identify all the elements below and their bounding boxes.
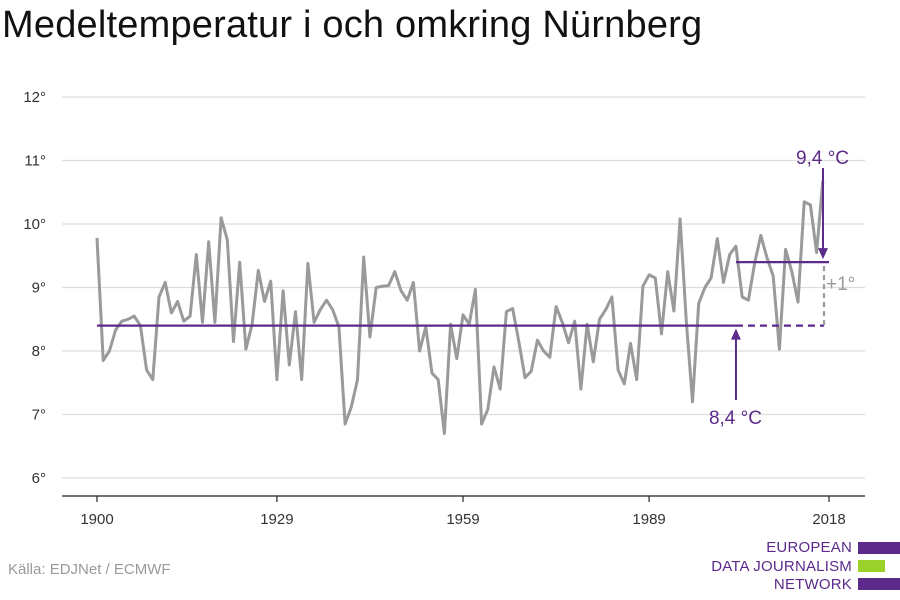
logo-line-2: DATA JOURNALISM xyxy=(711,557,852,575)
x-tick-label: 2018 xyxy=(812,511,845,528)
reference-lines xyxy=(97,261,829,327)
annotation-plus-one: +1° xyxy=(826,274,855,295)
x-axis-ticks: 1900 1929 1959 1989 2018 xyxy=(80,496,846,528)
y-tick-label: 12° xyxy=(23,89,46,106)
logo-bar-green xyxy=(858,560,885,572)
logo-line-1: EUROPEAN xyxy=(766,539,852,556)
y-tick-label: 6° xyxy=(32,470,46,487)
logo-bar-purple-bottom xyxy=(858,578,900,590)
y-tick-label: 8° xyxy=(32,343,46,360)
series-layer xyxy=(95,180,825,436)
source-credit: Källa: EDJNet / ECMWF xyxy=(8,561,171,578)
edjnet-logo: EUROPEAN DATA JOURNALISM NETWORK xyxy=(705,537,900,597)
annotation-9-4: 9,4 °C xyxy=(796,148,849,169)
annotation-8-4: 8,4 °C xyxy=(709,408,762,429)
arrow-9-4-head xyxy=(818,248,828,260)
chart-title: Medeltemperatur i och omkring Nürnberg xyxy=(2,4,703,46)
y-tick-label: 7° xyxy=(32,407,46,424)
x-tick-label: 1989 xyxy=(632,511,665,528)
logo-line-3: NETWORK xyxy=(773,576,852,593)
x-tick-label: 1929 xyxy=(260,511,293,528)
x-tick-label: 1900 xyxy=(80,511,113,528)
y-tick-label: 9° xyxy=(32,280,46,297)
logo-text: EUROPEAN DATA JOURNALISM NETWORK xyxy=(711,539,852,595)
y-tick-label: 11° xyxy=(24,153,46,170)
y-axis-tick-labels: 6° 7° 8° 9° 10° 11° 12° xyxy=(23,89,46,487)
x-tick-label: 1959 xyxy=(446,511,479,528)
annotation-layer: 8,4 °C 9,4 °C +1° xyxy=(709,148,855,429)
arrow-8-4-head xyxy=(730,328,741,340)
y-tick-label: 10° xyxy=(23,216,46,233)
temperature-series-line xyxy=(95,180,825,436)
grid-lines xyxy=(62,96,865,479)
logo-bar-purple-top xyxy=(858,542,900,554)
